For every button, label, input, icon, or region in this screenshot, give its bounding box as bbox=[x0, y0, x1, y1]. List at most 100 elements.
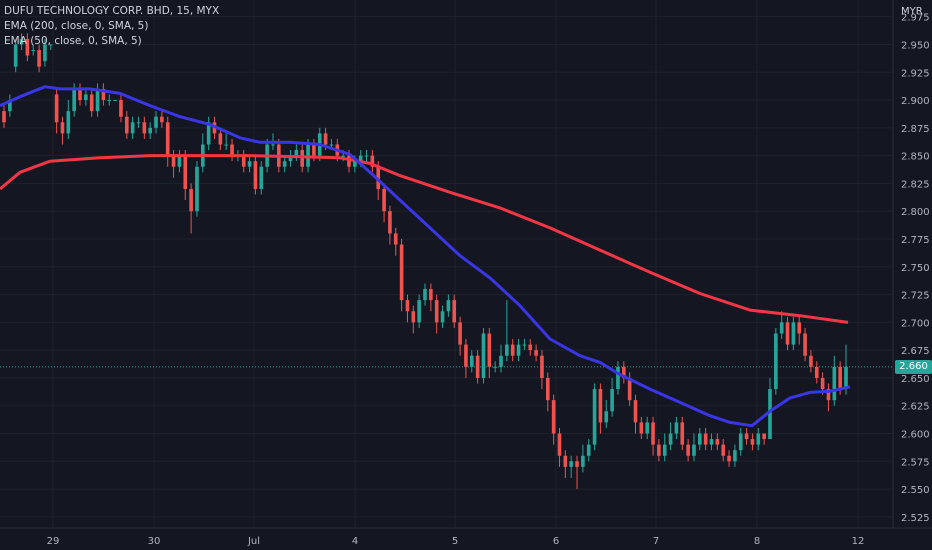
candle-up bbox=[341, 155, 345, 157]
price-tick-label: 2.600 bbox=[901, 430, 930, 441]
candle-up bbox=[791, 322, 796, 345]
candle-down bbox=[785, 322, 790, 345]
candle-up bbox=[774, 333, 778, 390]
candle-down bbox=[540, 355, 544, 378]
candle-down bbox=[429, 289, 433, 301]
candle-down bbox=[657, 444, 661, 456]
time-tick-label: 12 bbox=[852, 536, 865, 547]
candle-up bbox=[177, 155, 182, 167]
price-tick-label: 2.925 bbox=[901, 68, 930, 79]
candle-down bbox=[376, 166, 381, 189]
candle-down bbox=[458, 322, 462, 345]
candle-up bbox=[616, 366, 620, 390]
currency-label: MYR bbox=[901, 6, 923, 17]
candle-up bbox=[282, 161, 287, 167]
candle-up bbox=[43, 44, 47, 62]
candle-down bbox=[598, 389, 603, 423]
candle-up bbox=[206, 122, 211, 145]
candle-down bbox=[101, 88, 106, 101]
candle-down bbox=[820, 377, 825, 390]
candle-down bbox=[534, 350, 538, 356]
candle-down bbox=[323, 133, 328, 145]
candle-up bbox=[84, 94, 88, 101]
time-axis: 29 30 Jul 4 5 6 7 8 12 bbox=[47, 536, 865, 547]
candle-down bbox=[744, 433, 749, 440]
price-tick-label: 2.900 bbox=[901, 96, 930, 107]
candle-down bbox=[189, 188, 193, 212]
candle-up bbox=[417, 300, 421, 323]
price-tick-label: 2.950 bbox=[901, 40, 930, 51]
time-tick-label: 8 bbox=[754, 536, 760, 547]
candle-up bbox=[779, 322, 784, 334]
candle-up bbox=[95, 88, 100, 112]
candle-down bbox=[183, 155, 188, 189]
candle-up bbox=[756, 433, 761, 445]
candle-up bbox=[107, 100, 112, 102]
candle-up bbox=[31, 50, 36, 52]
candle-up bbox=[113, 100, 117, 102]
candle-up bbox=[493, 366, 497, 368]
candle-up bbox=[738, 433, 743, 451]
candle-up bbox=[674, 422, 679, 434]
candle-up bbox=[692, 444, 696, 456]
candle-down bbox=[312, 144, 316, 156]
candle-down bbox=[803, 333, 807, 356]
candle-down bbox=[809, 355, 813, 367]
candle-up bbox=[505, 344, 509, 356]
candle-up bbox=[13, 44, 18, 67]
candle-up bbox=[247, 161, 252, 167]
price-axis: 2.975 2.950 2.925 2.900 2.875 2.850 2.825 2.800… bbox=[901, 13, 930, 524]
candle-up bbox=[516, 344, 521, 356]
candle-down bbox=[563, 455, 568, 467]
candle-down bbox=[487, 333, 492, 367]
candle-up bbox=[288, 155, 293, 162]
candle-down bbox=[347, 155, 351, 167]
price-tick-label: 2.800 bbox=[901, 207, 930, 218]
candle-down bbox=[686, 444, 690, 456]
candle-down bbox=[826, 389, 831, 401]
candle-down bbox=[715, 439, 720, 445]
chart-legend: DUFU TECHNOLOGY CORP. BHD, 15, MYX EMA (… bbox=[4, 4, 219, 49]
time-tick-label: Jul bbox=[247, 536, 260, 547]
price-tick-label: 2.625 bbox=[901, 402, 930, 413]
price-tick-label: 2.700 bbox=[901, 318, 930, 329]
candle-up bbox=[668, 433, 673, 445]
candle-up bbox=[709, 439, 714, 445]
candle-up bbox=[698, 433, 702, 445]
candle-down bbox=[551, 400, 556, 434]
candle-up bbox=[844, 366, 848, 390]
candle-up bbox=[832, 366, 837, 401]
candle-down bbox=[382, 188, 386, 212]
candle-down bbox=[370, 155, 375, 167]
candle-up bbox=[592, 389, 597, 445]
candle-down bbox=[464, 344, 468, 367]
candle-down bbox=[171, 155, 176, 167]
candle-up bbox=[148, 127, 152, 134]
candle-down bbox=[452, 300, 457, 323]
time-tick-label: 4 bbox=[352, 536, 358, 547]
time-tick-label: 5 bbox=[452, 536, 458, 547]
price-tick-label: 2.875 bbox=[901, 124, 930, 135]
time-tick-label: 30 bbox=[148, 536, 161, 547]
candle-down bbox=[475, 355, 480, 378]
candle-up bbox=[446, 300, 451, 312]
time-tick-label: 7 bbox=[653, 536, 659, 547]
candle-up bbox=[358, 155, 363, 162]
ema-200-line bbox=[0, 154, 849, 324]
candle-down bbox=[241, 155, 246, 167]
candle-up bbox=[259, 166, 264, 189]
candle-up bbox=[604, 411, 609, 423]
candle-down bbox=[838, 366, 842, 390]
price-tick-label: 2.725 bbox=[901, 291, 930, 302]
candle-down bbox=[54, 94, 59, 123]
candle-down bbox=[393, 233, 398, 245]
candle-up bbox=[66, 111, 71, 134]
price-tick-label: 2.825 bbox=[901, 179, 930, 190]
candle-up bbox=[440, 311, 445, 323]
candle-down bbox=[797, 322, 802, 334]
candle-up bbox=[499, 355, 503, 367]
candle-up bbox=[581, 455, 585, 467]
candle-down bbox=[142, 122, 147, 134]
candle-up bbox=[329, 144, 334, 146]
